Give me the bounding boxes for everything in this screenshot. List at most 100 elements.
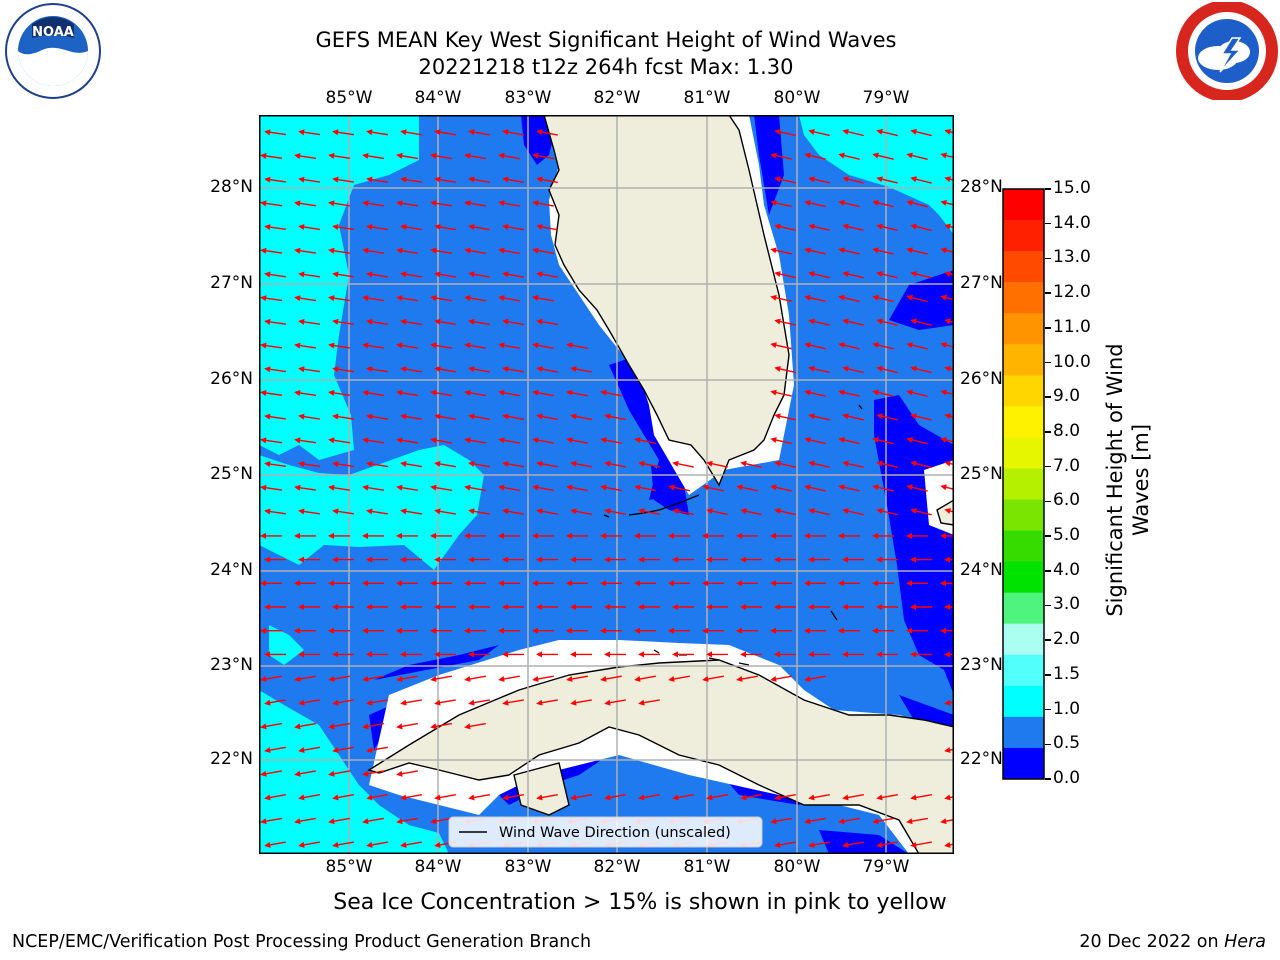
wind-arrow <box>838 247 860 255</box>
wind-arrow <box>702 484 724 492</box>
wind-arrow <box>804 294 826 303</box>
wind-arrow <box>498 532 520 539</box>
wind-arrow <box>468 413 490 420</box>
wind-arrow <box>668 675 690 682</box>
wind-arrow <box>944 413 954 421</box>
wind-arrow <box>876 794 898 801</box>
wind-arrow <box>842 604 864 610</box>
wind-arrow <box>396 389 418 397</box>
colorbar-tick-label: 10.0 <box>1053 351 1091 372</box>
wind-arrow <box>468 651 490 658</box>
wind-arrow <box>876 128 898 137</box>
wind-arrow <box>366 604 388 610</box>
colorbar-segment <box>1003 685 1044 718</box>
wind-arrow <box>294 437 316 444</box>
wind-arrow <box>294 484 316 491</box>
wind-arrow <box>672 556 694 563</box>
colorbar-tick-label: 11.0 <box>1053 316 1091 337</box>
wind-arrow <box>362 817 384 825</box>
wind-arrow <box>502 413 524 421</box>
wind-arrow <box>332 271 354 278</box>
wind-arrow <box>872 627 894 634</box>
wind-arrow <box>804 200 826 208</box>
wind-arrow <box>536 176 558 184</box>
chart-title: GEFS MEAN Key West Significant Height of… <box>315 28 897 52</box>
colorbar-tick-mark <box>1045 535 1051 537</box>
wind-arrow <box>842 128 864 137</box>
wind-arrow <box>774 604 796 610</box>
wind-arrow <box>366 461 388 468</box>
wind-arrow <box>876 318 898 326</box>
wind-arrow <box>910 271 932 279</box>
colorbar-segment <box>1003 251 1044 283</box>
wind-arrow <box>430 295 452 302</box>
wind-arrow <box>502 794 524 801</box>
wind-arrow <box>740 508 762 516</box>
wind-arrow <box>604 604 626 610</box>
colorbar-label-line2: Waves [m] <box>1129 423 1153 537</box>
wind-arrow <box>434 794 456 801</box>
wind-arrow <box>808 604 830 610</box>
wind-arrow <box>502 271 524 278</box>
wind-arrow <box>536 366 558 373</box>
wind-arrow <box>638 699 660 706</box>
wind-arrow <box>808 176 830 184</box>
wind-arrow <box>362 532 384 539</box>
wind-arrow <box>770 627 792 634</box>
wind-arrow <box>332 651 354 658</box>
wind-arrow <box>740 604 762 610</box>
colorbar-segment <box>1003 623 1044 656</box>
wind-arrow <box>464 437 486 444</box>
wind-arrow <box>736 675 758 682</box>
wind-arrow <box>430 389 452 397</box>
wind-arrow <box>464 580 486 587</box>
wind-arrow <box>842 365 864 374</box>
wind-arrow <box>906 817 928 825</box>
wind-arrow <box>940 152 954 161</box>
colorbar-tick-label: 5.0 <box>1053 525 1081 546</box>
wind-arrow <box>264 508 286 515</box>
wind-arrow <box>570 413 592 421</box>
wind-arrow <box>434 556 456 563</box>
wind-arrow <box>396 152 418 160</box>
wind-arrow <box>328 627 350 634</box>
colorbar-tick-mark <box>1045 465 1051 468</box>
wind-arrow <box>532 295 554 302</box>
wind-arrow <box>536 651 558 658</box>
wind-arrow <box>876 365 898 374</box>
wind-arrow <box>362 627 384 634</box>
wind-arrow <box>430 247 452 255</box>
wind-arrow <box>260 675 282 682</box>
wind-arrow <box>434 271 456 278</box>
wind-arrow <box>944 651 954 658</box>
wind-arrow <box>944 223 954 232</box>
colorbar-segment <box>1003 468 1044 501</box>
wind-arrow <box>604 699 626 706</box>
colorbar-segment <box>1003 592 1044 625</box>
colorbar-tick-mark <box>1045 743 1051 746</box>
wind-arrow <box>740 651 762 658</box>
wind-arrow <box>872 152 894 160</box>
wind-arrow <box>332 318 354 325</box>
wind-arrow <box>808 271 830 279</box>
wind-arrow <box>838 817 860 825</box>
wind-arrow <box>808 365 830 374</box>
colorbar-tick-label: 3.0 <box>1053 594 1081 615</box>
wind-arrow <box>740 794 762 801</box>
wind-arrow <box>600 389 622 397</box>
wind-arrow <box>396 437 418 444</box>
wind-arrow <box>328 247 350 254</box>
wind-arrow <box>366 224 388 231</box>
wind-arrow <box>944 128 954 137</box>
wind-arrow <box>944 318 954 326</box>
wind-arrow <box>808 556 830 563</box>
wind-arrow <box>396 532 418 539</box>
wind-arrow <box>362 295 384 302</box>
wind-arrow <box>872 200 894 208</box>
wind-arrow <box>502 699 524 706</box>
wind-arrow <box>362 437 384 444</box>
wind-arrow <box>910 176 932 184</box>
wind-arrow <box>502 604 524 610</box>
map-panel: Wind Wave Direction (unscaled) <box>259 115 954 854</box>
wind-arrow <box>362 200 384 207</box>
